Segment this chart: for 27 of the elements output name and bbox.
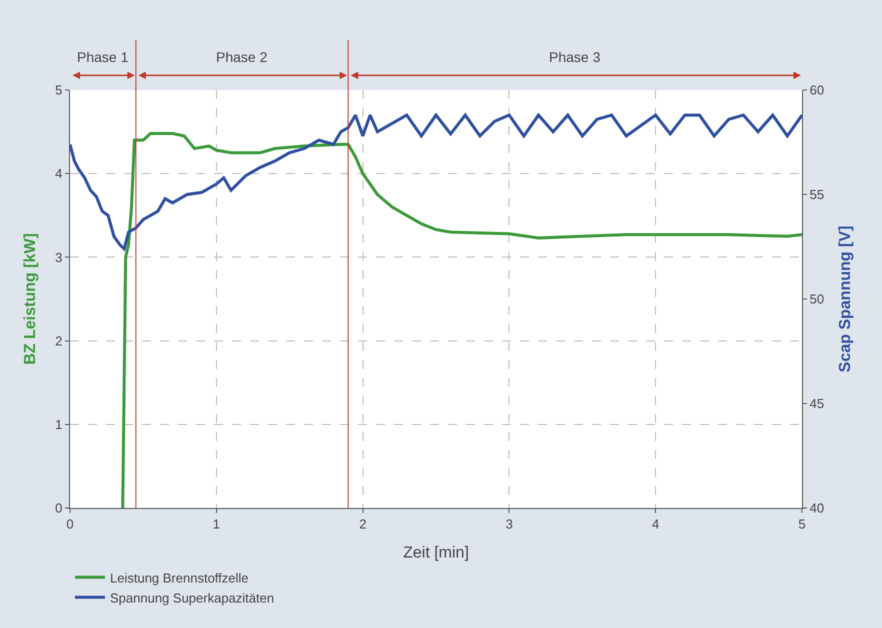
x-axis-title: Zeit [min]: [403, 544, 469, 562]
x-tick-label: 4: [652, 516, 660, 532]
line-series: [121, 132, 802, 508]
y2-tick-label: 55: [810, 187, 824, 202]
legend-label: Leistung Brennstoffzelle: [110, 570, 249, 586]
y-tick-label: 4: [55, 166, 62, 182]
y2-tick-label: 45: [810, 396, 824, 412]
line-series: [70, 114, 802, 250]
text: Phase 1: [77, 49, 129, 65]
y2-tick-label: 50: [810, 292, 824, 307]
x-tick-label: 5: [798, 516, 806, 532]
x-tick-label: 1: [212, 516, 220, 532]
x-tick-label: 3: [506, 516, 513, 532]
y-tick-label: 3: [55, 250, 62, 265]
x-tick-label: 0: [66, 516, 74, 532]
y-axis-title: BZ Leistung [kW]: [22, 233, 40, 365]
y-tick-label: 0: [55, 500, 62, 516]
legend-label: Spannung Superkapazitäten: [110, 590, 274, 606]
y-tick-label: 5: [55, 82, 62, 98]
y2-tick-label: 40: [810, 500, 824, 516]
text: Phase 2: [216, 49, 268, 65]
y2-tick-label: 60: [810, 82, 824, 98]
y2-axis-title: Scap Spannung [V]: [836, 226, 854, 372]
x-tick-label: 2: [359, 516, 366, 532]
y-tick-label: 2: [55, 333, 62, 348]
y-tick-label: 1: [55, 416, 62, 432]
text: Phase 3: [549, 49, 601, 65]
